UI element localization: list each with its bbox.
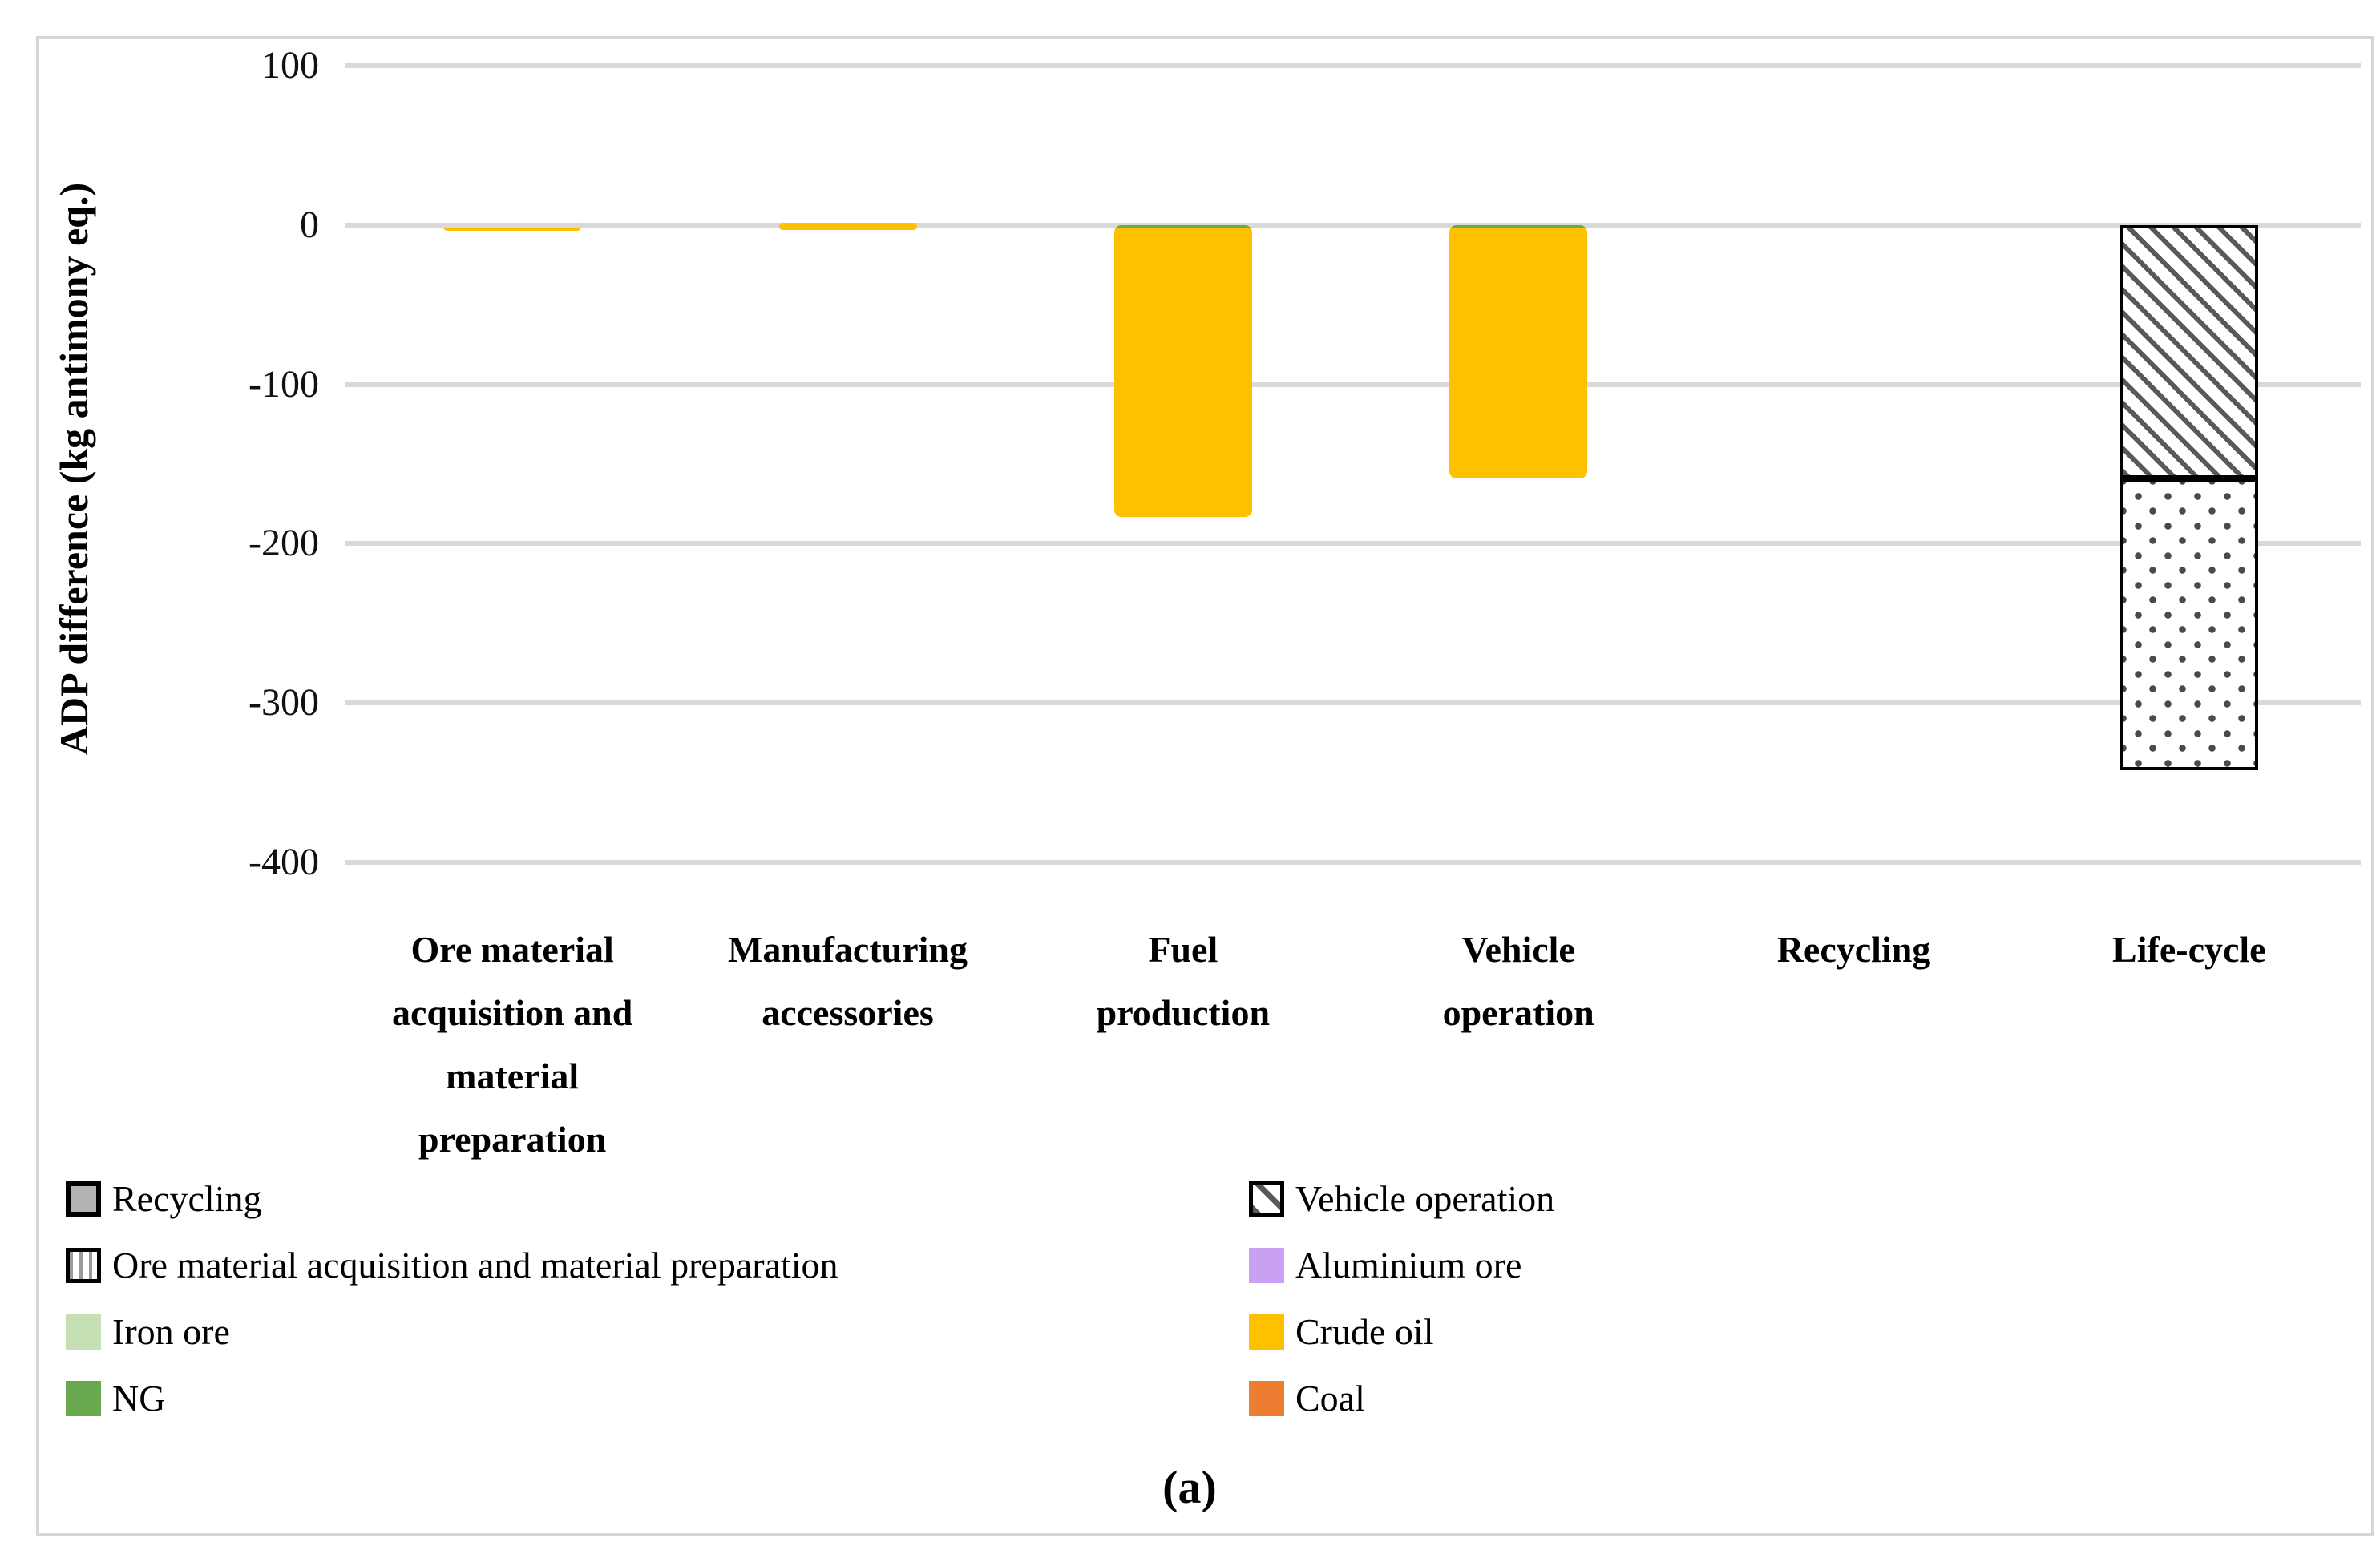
legend-label: Crude oil bbox=[1295, 1311, 1434, 1352]
bar-life-cycle bbox=[2119, 224, 2258, 770]
gridline--100 bbox=[345, 381, 2361, 387]
y-tick-label: -200 bbox=[249, 522, 319, 565]
legend-label: Ore material acquisition and material pr… bbox=[112, 1245, 838, 1286]
bar-fuel-production bbox=[1113, 224, 1252, 517]
legend-item-aluminium-ore: Aluminium ore bbox=[1249, 1240, 1521, 1291]
ng-swatch bbox=[66, 1381, 101, 1416]
legend-item-coal: Coal bbox=[1249, 1373, 1365, 1424]
ore-material-swatch bbox=[66, 1248, 101, 1283]
category-label: Vehicle operation bbox=[1442, 929, 1594, 1034]
category-label: Fuel production bbox=[1096, 929, 1271, 1034]
legend-item-vehicle-operation: Vehicle operation bbox=[1249, 1173, 1554, 1225]
bar-segment-crude-oil bbox=[1449, 228, 1588, 478]
recycling-swatch bbox=[66, 1181, 101, 1217]
legend-item-recycling: Recycling bbox=[66, 1173, 262, 1225]
bar-ore-material bbox=[443, 222, 582, 231]
bar-manufacturing-accessories bbox=[778, 222, 917, 230]
y-axis-title: ADP difference (kg antimony eq.) bbox=[51, 182, 96, 756]
legend-label: NG bbox=[112, 1378, 166, 1419]
bar-segment-fuel-production-dots bbox=[2119, 478, 2258, 770]
gridline--400 bbox=[345, 860, 2361, 865]
bar-vehicle-operation bbox=[1449, 224, 1588, 478]
legend-item-ng: NG bbox=[66, 1373, 165, 1424]
crude-oil-swatch bbox=[1249, 1314, 1284, 1350]
category-label: Ore material acquisition and material pr… bbox=[391, 929, 633, 1160]
bar-segment-crude-oil bbox=[778, 222, 917, 230]
bar-segment-crude-oil bbox=[1113, 228, 1252, 517]
category-label: Life-cycle bbox=[2112, 929, 2266, 970]
y-tick-label: -100 bbox=[249, 362, 319, 406]
legend-item-crude-oil: Crude oil bbox=[1249, 1306, 1433, 1358]
y-tick-label: 0 bbox=[300, 203, 319, 246]
category-label: Manufacturing accessories bbox=[728, 929, 968, 1034]
legend-item-iron-ore: Iron ore bbox=[66, 1306, 230, 1358]
zero-gridline-overlay bbox=[443, 222, 582, 228]
vehicle-operation-swatch bbox=[1249, 1181, 1284, 1217]
legend-label: Vehicle operation bbox=[1295, 1178, 1555, 1219]
gridline--300 bbox=[345, 700, 2361, 706]
bar-segment-ng bbox=[1113, 224, 1252, 228]
y-tick-label: -400 bbox=[249, 841, 319, 883]
gridline--200 bbox=[345, 541, 2361, 547]
bar-segment-ng bbox=[1449, 224, 1588, 228]
legend-label: Recycling bbox=[112, 1178, 262, 1219]
iron-ore-swatch bbox=[66, 1314, 101, 1350]
coal-swatch bbox=[1249, 1381, 1284, 1416]
legend-item-ore-material: Ore material acquisition and material pr… bbox=[66, 1240, 838, 1291]
legend-label: Coal bbox=[1295, 1378, 1365, 1419]
aluminium-ore-swatch bbox=[1249, 1248, 1284, 1283]
gridline-100 bbox=[345, 63, 2361, 68]
y-tick-label: -300 bbox=[249, 681, 319, 725]
gridline-0 bbox=[345, 222, 2361, 228]
legend-label: Aluminium ore bbox=[1295, 1245, 1522, 1286]
category-label: Recycling bbox=[1776, 929, 1931, 970]
bar-segment-vehicle-operation-hatch bbox=[2119, 224, 2258, 478]
panel-caption: (a) bbox=[1162, 1461, 1217, 1513]
legend-label: Iron ore bbox=[112, 1311, 230, 1352]
y-tick-label: 100 bbox=[261, 44, 319, 87]
